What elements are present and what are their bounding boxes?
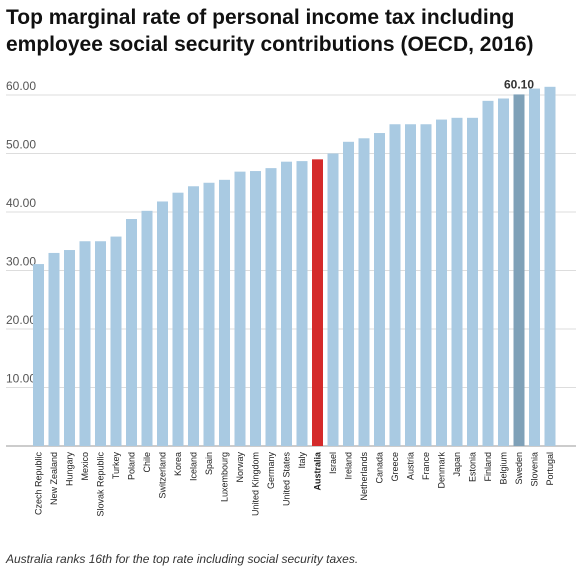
x-tick-label: Korea bbox=[173, 452, 183, 476]
bar-slovenia bbox=[529, 88, 540, 446]
bar-spain bbox=[203, 182, 215, 446]
x-tick-label: Greece bbox=[390, 452, 400, 482]
y-tick-label: 10.00 bbox=[6, 372, 36, 386]
annotations: 60.10 bbox=[504, 77, 534, 91]
bar-united-kingdom bbox=[250, 171, 261, 447]
y-tick-label: 50.00 bbox=[6, 138, 36, 152]
bar-greece bbox=[389, 124, 401, 446]
x-tick-label: Ireland bbox=[344, 452, 354, 480]
x-tick-label: Hungary bbox=[65, 452, 75, 487]
x-tick-label: Denmark bbox=[437, 452, 447, 489]
bar-mexico bbox=[79, 241, 91, 446]
bar-france bbox=[420, 124, 432, 446]
x-tick-label: Belgium bbox=[499, 452, 509, 485]
bar-ireland bbox=[343, 141, 354, 447]
bar-portugal bbox=[544, 86, 556, 446]
bar-italy bbox=[296, 161, 308, 447]
x-tick-label: Slovenia bbox=[530, 452, 540, 487]
bar-germany bbox=[265, 168, 277, 446]
x-tick-label: United Kingdom bbox=[251, 452, 261, 516]
x-tick-label: Mexico bbox=[80, 452, 90, 481]
bar-poland bbox=[126, 219, 137, 446]
bar-israel bbox=[327, 153, 339, 446]
x-tick-label: Israel bbox=[328, 452, 338, 474]
bar-netherlands bbox=[358, 138, 370, 447]
x-tick-label: Germany bbox=[266, 452, 276, 490]
bar-united-states bbox=[281, 161, 292, 446]
x-tick-label: Sweden bbox=[514, 452, 524, 485]
x-tick-label: Iceland bbox=[189, 452, 199, 481]
x-tick-label: Austria bbox=[406, 452, 416, 480]
y-tick-label: 30.00 bbox=[6, 255, 36, 269]
bar-new-zealand bbox=[48, 252, 60, 446]
bar-slovak-republic bbox=[95, 241, 106, 446]
x-axis-ticks: Czech Republic New Zealand Hungary Mexico Sl… bbox=[34, 451, 556, 517]
bar-estonia bbox=[467, 117, 478, 446]
bar-norway bbox=[234, 171, 246, 446]
bar-hungary bbox=[64, 250, 75, 446]
bars bbox=[33, 86, 556, 447]
chart-title: Top marginal rate of personal income tax… bbox=[6, 6, 534, 56]
bar-belgium bbox=[498, 98, 509, 446]
bar-korea bbox=[172, 192, 184, 446]
bar-austria bbox=[405, 124, 416, 446]
y-tick-label: 60.00 bbox=[6, 79, 36, 93]
x-tick-label: United States bbox=[282, 452, 292, 507]
y-tick-label: 40.00 bbox=[6, 196, 36, 210]
x-tick-label: Luxembourg bbox=[220, 452, 230, 502]
bar-czech-republic bbox=[33, 264, 44, 446]
x-tick-label: Portugal bbox=[545, 452, 555, 486]
bar-japan bbox=[451, 117, 463, 446]
bar-finland bbox=[482, 100, 494, 446]
x-tick-label: Turkey bbox=[111, 452, 121, 480]
x-tick-label: Chile bbox=[142, 452, 152, 473]
bar-canada bbox=[374, 133, 385, 446]
x-tick-label: Netherlands bbox=[359, 452, 369, 501]
x-tick-label: Australia bbox=[313, 451, 323, 491]
x-tick-label: Finland bbox=[483, 452, 493, 482]
bar-chile bbox=[141, 210, 153, 446]
x-tick-label: Slovak Republic bbox=[96, 452, 106, 517]
x-tick-label: Norway bbox=[235, 452, 245, 483]
bar-australia bbox=[312, 159, 323, 446]
x-tick-label: Switzerland bbox=[158, 452, 168, 499]
bar-switzerland bbox=[157, 201, 168, 446]
x-tick-label: France bbox=[421, 452, 431, 480]
chart-caption: Australia ranks 16th for the top rate in… bbox=[6, 552, 359, 566]
x-tick-label: Japan bbox=[452, 452, 462, 477]
x-tick-label: Italy bbox=[297, 452, 307, 469]
bar-denmark bbox=[436, 119, 447, 446]
bar-sweden bbox=[513, 94, 525, 446]
peak-value-label: 60.10 bbox=[504, 77, 534, 91]
x-tick-label: Poland bbox=[127, 452, 137, 480]
y-tick-label: 20.00 bbox=[6, 313, 36, 327]
x-tick-label: Czech Republic bbox=[34, 452, 44, 516]
bar-luxembourg bbox=[219, 179, 230, 446]
y-axis-ticks: 60.00 50.00 40.00 30.00 20.00 10.00 bbox=[6, 79, 36, 386]
x-tick-label: Canada bbox=[375, 452, 385, 484]
bar-iceland bbox=[188, 186, 199, 446]
bar-turkey bbox=[110, 236, 122, 446]
bar-chart: 60.00 50.00 40.00 30.00 20.00 10.00 Czech Rep… bbox=[6, 77, 576, 517]
x-tick-label: Estonia bbox=[468, 452, 478, 482]
x-tick-label: New Zealand bbox=[49, 452, 59, 505]
x-tick-label: Spain bbox=[204, 452, 214, 475]
